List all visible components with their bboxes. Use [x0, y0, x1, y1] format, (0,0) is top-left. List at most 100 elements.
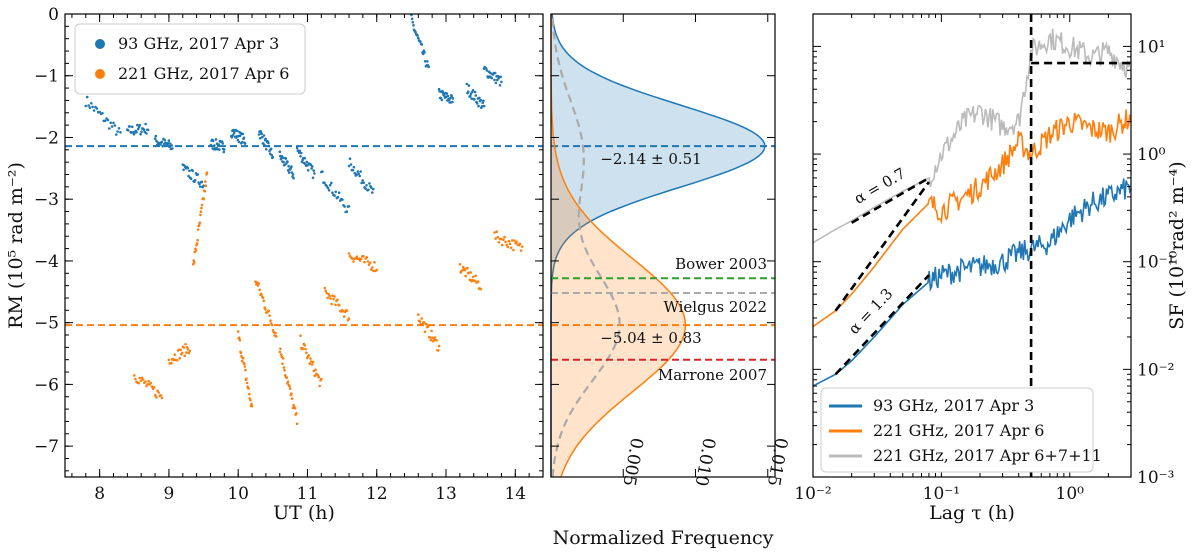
data-point	[480, 105, 484, 108]
data-point	[410, 17, 414, 21]
data-point	[300, 160, 304, 164]
data-point	[286, 380, 290, 384]
data-point	[464, 274, 468, 278]
fit-line	[834, 181, 930, 312]
data-point	[147, 379, 150, 383]
data-point	[306, 169, 310, 172]
data-point	[182, 346, 186, 349]
data-point	[373, 261, 376, 264]
data-point	[260, 132, 264, 136]
data-point	[427, 65, 431, 69]
plot-frame	[812, 13, 1132, 478]
data-point	[503, 235, 506, 239]
data-point	[287, 164, 290, 168]
data-point	[357, 172, 361, 176]
data-point	[356, 170, 360, 173]
y-tick-label: 10⁰	[1137, 145, 1166, 165]
data-point	[362, 254, 365, 258]
data-point	[170, 361, 173, 365]
data-point	[95, 107, 99, 110]
data-point	[138, 123, 142, 127]
data-point	[240, 359, 244, 363]
data-point	[243, 362, 246, 366]
data-point	[370, 186, 373, 189]
data-point	[305, 351, 308, 355]
data-point	[116, 130, 119, 133]
data-point	[437, 87, 441, 91]
data-point	[342, 315, 346, 318]
data-point	[179, 348, 182, 352]
data-point	[331, 191, 334, 194]
data-point	[355, 255, 359, 258]
data-point	[419, 40, 422, 43]
data-point	[288, 387, 292, 390]
data-point	[369, 268, 373, 271]
data-point	[202, 184, 205, 187]
data-point	[199, 213, 202, 217]
data-point	[146, 383, 149, 386]
data-point	[325, 291, 329, 295]
data-point	[88, 106, 92, 109]
data-point	[187, 351, 191, 355]
data-point	[411, 21, 415, 24]
data-point	[200, 180, 204, 184]
data-point	[146, 128, 150, 132]
data-point	[334, 303, 337, 307]
data-point	[195, 242, 199, 245]
x-tick-label: 10	[227, 484, 249, 504]
data-point	[203, 190, 207, 193]
legend-label: 93 GHz, 2017 Apr 3	[118, 34, 279, 53]
x-tick-label: 14	[504, 484, 526, 504]
data-point	[493, 71, 497, 75]
data-point	[324, 289, 328, 293]
data-point	[496, 78, 499, 82]
data-point	[478, 96, 481, 100]
data-point	[437, 349, 440, 352]
x-tick-label: 8	[94, 484, 105, 504]
data-point	[161, 144, 164, 148]
data-point	[271, 155, 275, 159]
data-point	[186, 166, 190, 170]
data-point	[113, 124, 117, 127]
data-point	[258, 288, 262, 292]
data-point	[166, 141, 170, 145]
data-point	[426, 60, 429, 63]
data-point	[448, 96, 452, 100]
data-point	[295, 422, 299, 426]
data-point	[422, 321, 426, 324]
data-point	[270, 323, 274, 327]
data-point	[347, 252, 351, 255]
data-point	[372, 187, 375, 191]
data-point	[317, 375, 321, 379]
data-point	[281, 362, 284, 366]
data-point	[157, 391, 160, 394]
data-point	[196, 173, 199, 176]
data-point	[307, 354, 311, 357]
x-tick-label: 0.015	[763, 436, 791, 487]
data-point	[152, 386, 156, 389]
data-point	[471, 275, 475, 279]
data-point	[469, 94, 472, 98]
x-tick-label: 11	[297, 484, 319, 504]
data-point	[423, 330, 427, 334]
data-point	[222, 150, 226, 154]
data-point	[490, 76, 494, 80]
data-point	[198, 221, 202, 224]
data-point	[512, 248, 515, 252]
data-point	[283, 369, 286, 372]
data-point	[84, 104, 88, 108]
data-point	[507, 239, 511, 243]
data-point	[332, 297, 335, 301]
x-tick-label: 10⁻²	[794, 484, 831, 504]
data-point	[182, 168, 185, 172]
data-point	[326, 186, 330, 190]
data-point	[417, 36, 420, 40]
data-point	[365, 184, 368, 187]
data-point	[269, 319, 272, 323]
y-tick-label: −1	[34, 67, 59, 87]
data-point	[360, 181, 363, 185]
data-point	[260, 292, 263, 296]
data-point	[420, 317, 423, 320]
data-point	[309, 357, 312, 360]
data-point	[262, 134, 266, 137]
